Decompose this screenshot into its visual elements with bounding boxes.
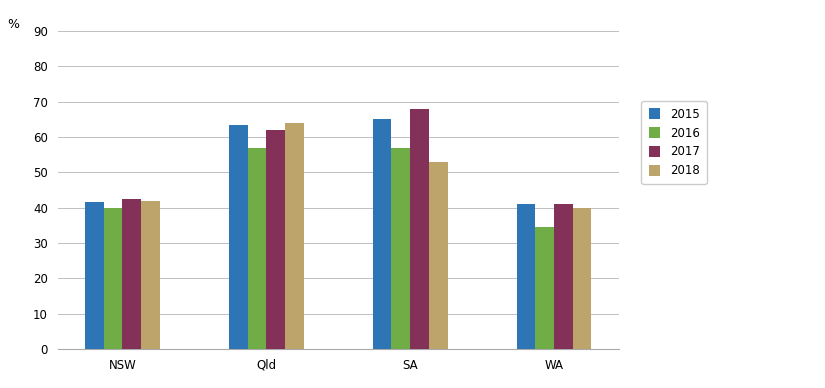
Bar — [229, 125, 247, 349]
Bar — [141, 201, 160, 349]
Bar — [266, 130, 285, 349]
Bar — [535, 227, 554, 349]
Bar — [104, 208, 122, 349]
Bar — [85, 203, 104, 349]
Legend: 2015, 2016, 2017, 2018: 2015, 2016, 2017, 2018 — [642, 100, 707, 184]
Bar — [122, 199, 141, 349]
Bar — [410, 109, 429, 349]
Bar — [392, 148, 410, 349]
Text: %: % — [7, 18, 19, 31]
Bar — [248, 148, 266, 349]
Bar — [516, 204, 535, 349]
Bar — [554, 204, 573, 349]
Bar — [429, 162, 448, 349]
Bar — [373, 120, 392, 349]
Bar — [573, 208, 592, 349]
Bar — [285, 123, 304, 349]
